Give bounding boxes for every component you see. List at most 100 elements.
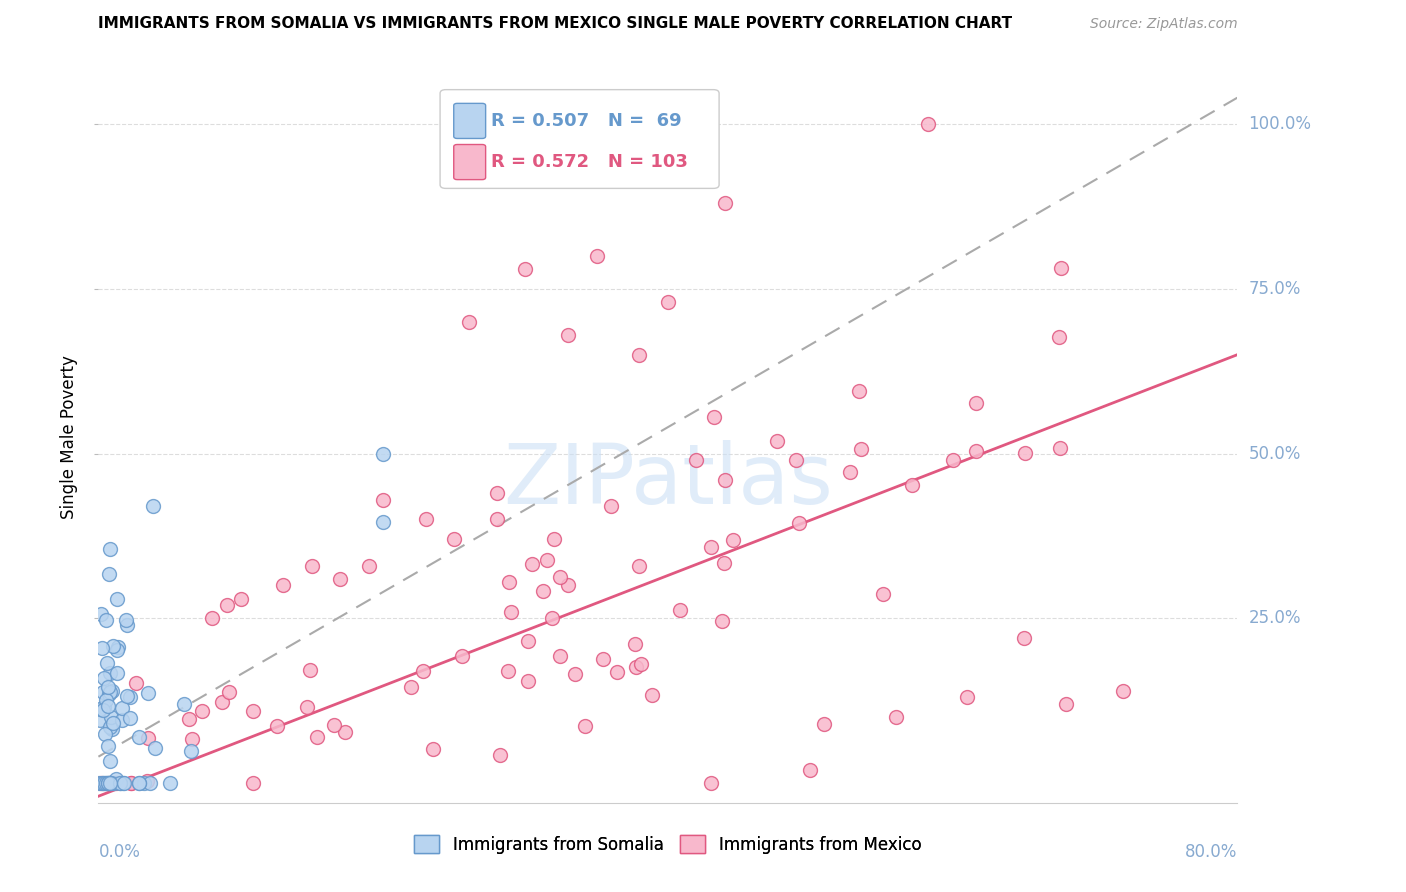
Point <box>90 776 112 790</box>
Point <box>592 651 614 665</box>
Point <box>110 701 132 715</box>
Point <box>496 664 519 678</box>
Point <box>699 776 721 790</box>
Text: R = 0.507   N =  69: R = 0.507 N = 69 <box>491 112 682 130</box>
Point <box>120 776 142 790</box>
Point <box>97 566 120 581</box>
Point <box>141 500 163 514</box>
Point <box>606 665 628 679</box>
Point <box>93 671 115 685</box>
Point <box>215 598 238 612</box>
Point <box>96 613 118 627</box>
Point <box>531 584 554 599</box>
Point <box>851 442 873 457</box>
Point <box>104 772 127 786</box>
Point <box>1056 697 1078 711</box>
Point <box>412 664 434 678</box>
Point <box>108 776 131 790</box>
Point <box>785 453 807 467</box>
Point <box>97 776 120 790</box>
Point <box>766 434 789 449</box>
Point <box>89 713 111 727</box>
Point <box>90 641 112 656</box>
Point <box>373 492 395 507</box>
Point <box>585 249 607 263</box>
Point <box>97 776 120 790</box>
Point <box>298 663 321 677</box>
Point <box>489 748 512 763</box>
Point <box>486 486 509 500</box>
Point <box>515 262 537 277</box>
Point <box>125 676 148 690</box>
Point <box>96 693 118 707</box>
Point <box>242 776 264 790</box>
Point <box>111 713 134 727</box>
Point <box>323 718 346 732</box>
Point <box>91 684 114 698</box>
Point <box>799 763 821 777</box>
Point <box>101 639 124 653</box>
Point <box>136 686 159 700</box>
Text: Source: ZipAtlas.com: Source: ZipAtlas.com <box>1090 17 1237 31</box>
Point <box>668 603 690 617</box>
Point <box>630 657 652 671</box>
Point <box>218 685 240 699</box>
Point <box>333 725 356 739</box>
FancyBboxPatch shape <box>440 90 718 188</box>
Point <box>965 396 987 410</box>
Point <box>242 704 264 718</box>
Point <box>564 666 586 681</box>
Point <box>98 754 121 768</box>
Point <box>884 710 907 724</box>
Point <box>956 690 979 705</box>
Point <box>548 570 571 584</box>
Point <box>104 776 127 790</box>
Point <box>641 688 664 702</box>
Point <box>91 776 114 790</box>
Point <box>100 776 122 790</box>
Legend: Immigrants from Somalia, Immigrants from Mexico: Immigrants from Somalia, Immigrants from… <box>408 829 928 860</box>
Point <box>118 711 141 725</box>
Point <box>91 703 114 717</box>
FancyBboxPatch shape <box>454 103 485 138</box>
Point <box>1112 683 1135 698</box>
Point <box>297 699 319 714</box>
Point <box>97 776 120 790</box>
Point <box>301 558 323 573</box>
Point <box>107 640 129 655</box>
Point <box>1047 329 1070 343</box>
Point <box>942 453 965 467</box>
Point <box>180 744 202 758</box>
Point <box>97 776 120 790</box>
Point <box>517 673 540 688</box>
Point <box>181 732 204 747</box>
Point <box>357 558 380 573</box>
Point <box>100 722 122 736</box>
Point <box>115 618 138 632</box>
Point <box>1050 261 1073 276</box>
Point <box>115 613 138 627</box>
Point <box>112 776 135 790</box>
Point <box>173 697 195 711</box>
Point <box>105 591 128 606</box>
Point <box>145 741 167 756</box>
Text: 0.0%: 0.0% <box>98 843 141 861</box>
Point <box>600 500 623 514</box>
Point <box>266 719 288 733</box>
Point <box>787 516 810 531</box>
Point <box>401 680 423 694</box>
Point <box>965 444 987 458</box>
Point <box>501 605 523 619</box>
Point <box>714 473 737 487</box>
Point <box>486 512 509 526</box>
Point <box>305 730 328 744</box>
Point <box>329 572 352 586</box>
Point <box>657 295 679 310</box>
Point <box>108 776 131 790</box>
Point <box>498 574 520 589</box>
Point <box>87 776 110 790</box>
Point <box>118 690 141 704</box>
Point <box>96 776 118 790</box>
Point <box>617 117 640 131</box>
Point <box>98 720 121 734</box>
